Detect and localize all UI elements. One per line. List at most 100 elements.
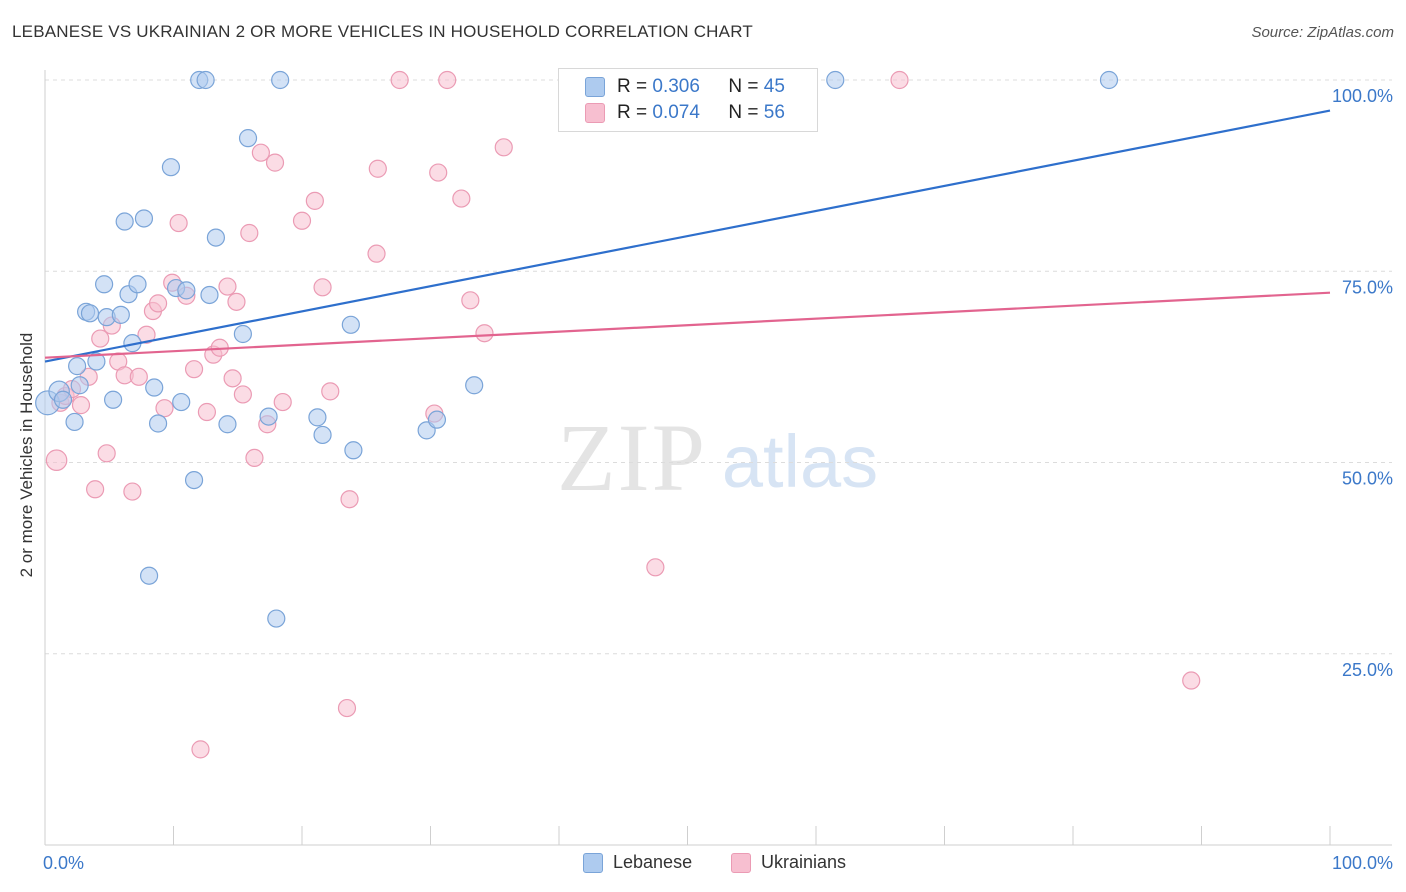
ukrainian-point bbox=[494, 138, 513, 157]
lebanese-point bbox=[313, 425, 332, 445]
ukrainian-point bbox=[292, 211, 312, 230]
ukrainian-point bbox=[265, 153, 285, 172]
lebanese-point bbox=[80, 304, 100, 323]
lebanese-point bbox=[184, 470, 204, 490]
lebanese-point bbox=[308, 408, 327, 427]
lebanese-point bbox=[344, 441, 363, 460]
lebanese-n-label: N = bbox=[728, 76, 764, 97]
series-legend: Lebanese Ukrainians bbox=[0, 852, 1406, 876]
ukrainian-point bbox=[184, 360, 204, 379]
ukrainian-point bbox=[155, 399, 174, 418]
ukrainian-point bbox=[251, 143, 270, 162]
watermark-zip: ZIP bbox=[557, 404, 707, 511]
ukrainians-n-label: N = bbox=[728, 102, 764, 123]
ukrainian-point bbox=[475, 324, 494, 343]
ukrainian-point bbox=[340, 490, 359, 509]
lebanese-legend-label: Lebanese bbox=[613, 852, 693, 872]
ukrainian-point bbox=[137, 325, 156, 344]
y-tick-label: 50.0% bbox=[1342, 469, 1393, 489]
lebanese-point bbox=[111, 305, 130, 324]
ukrainian-point bbox=[197, 402, 217, 422]
lebanese-point bbox=[465, 376, 484, 395]
lebanese-n-value: 45 bbox=[763, 76, 785, 97]
y-tick-label: 100.0% bbox=[1332, 86, 1393, 106]
ukrainians-swatch bbox=[585, 103, 605, 123]
ukrainian-point bbox=[890, 70, 909, 90]
lebanese-point bbox=[233, 324, 252, 344]
legend-item-lebanese[interactable]: Lebanese bbox=[583, 852, 692, 873]
ukrainian-point bbox=[223, 369, 242, 388]
ukrainian-point bbox=[245, 448, 264, 468]
lebanese-point bbox=[145, 378, 164, 397]
lebanese-swatch bbox=[585, 77, 605, 97]
lebanese-point bbox=[200, 285, 219, 305]
lebanese-trend-line bbox=[44, 109, 1331, 363]
ukrainian-point bbox=[313, 278, 332, 297]
lebanese-point bbox=[218, 415, 237, 434]
lebanese-point bbox=[172, 392, 191, 412]
ukrainian-point bbox=[368, 159, 387, 178]
lebanese-point bbox=[115, 212, 134, 231]
lebanese-point bbox=[427, 410, 447, 429]
legend-row-ukrainians: R = 0.074 N = 56 bbox=[585, 101, 785, 125]
watermark-atlas: atlas bbox=[722, 420, 878, 503]
lebanese-point bbox=[177, 281, 196, 300]
ukrainian-point bbox=[45, 449, 68, 472]
lebanese-point bbox=[161, 158, 181, 177]
ukrainian-point bbox=[321, 382, 340, 401]
ukrainian-point bbox=[273, 392, 292, 412]
source-label: Source: ZipAtlas.com bbox=[1251, 24, 1394, 41]
ukrainian-point bbox=[646, 558, 665, 577]
lebanese-point bbox=[206, 228, 226, 247]
ukrainian-point bbox=[227, 292, 246, 311]
ukrainian-point bbox=[191, 740, 210, 759]
y-tick-label: 25.0% bbox=[1342, 660, 1393, 680]
lebanese-point bbox=[259, 407, 278, 426]
lebanese-point bbox=[196, 70, 215, 90]
ukrainian-point bbox=[148, 294, 168, 313]
lebanese-point bbox=[53, 390, 73, 409]
ukrainian-point bbox=[91, 329, 110, 348]
lebanese-point bbox=[148, 414, 168, 433]
ukrainian-point bbox=[123, 482, 142, 501]
lebanese-legend-swatch bbox=[583, 852, 603, 873]
watermark: ZIP atlas bbox=[557, 404, 878, 511]
ukrainians-legend-swatch bbox=[731, 852, 751, 873]
ukrainian-point bbox=[169, 213, 188, 233]
lebanese-r-label: R = bbox=[617, 76, 653, 97]
ukrainian-point bbox=[218, 277, 237, 296]
ukrainian-point bbox=[97, 444, 116, 463]
lebanese-r-value: 0.306 bbox=[652, 76, 700, 97]
lebanese-point bbox=[70, 376, 89, 395]
ukrainian-point bbox=[337, 698, 357, 718]
ukrainian-point bbox=[1182, 671, 1201, 690]
ukrainian-point bbox=[240, 223, 259, 243]
lebanese-point bbox=[341, 315, 360, 334]
lebanese-point bbox=[826, 70, 845, 90]
x-tick-label: 0.0% bbox=[43, 853, 84, 873]
stats-legend: R = 0.306 N = 45 R = 0.074 N = 56 bbox=[558, 68, 818, 132]
ukrainian-point bbox=[71, 396, 91, 415]
lebanese-point bbox=[128, 275, 147, 294]
lebanese-point bbox=[65, 412, 84, 432]
ukrainians-r-value: 0.074 bbox=[652, 102, 700, 123]
ukrainian-point bbox=[233, 385, 252, 404]
ukrainian-point bbox=[461, 291, 480, 310]
ukrainian-point bbox=[305, 191, 324, 210]
lebanese-point bbox=[134, 209, 154, 228]
legend-item-ukrainians[interactable]: Ukrainians bbox=[731, 852, 846, 873]
ukrainian-point bbox=[86, 480, 105, 499]
legend-row-lebanese: R = 0.306 N = 45 bbox=[585, 75, 785, 99]
ukrainian-point bbox=[129, 367, 148, 386]
ukrainian-trend-line bbox=[44, 291, 1331, 359]
lebanese-point bbox=[1099, 70, 1119, 90]
lebanese-point bbox=[271, 70, 290, 90]
ukrainians-r-label: R = bbox=[617, 102, 653, 123]
lebanese-point bbox=[95, 275, 114, 294]
ukrainian-point bbox=[390, 70, 409, 90]
ukrainian-point bbox=[438, 70, 457, 90]
y-tick-label: 75.0% bbox=[1342, 277, 1393, 297]
lebanese-point bbox=[104, 390, 123, 409]
lebanese-point bbox=[267, 609, 286, 628]
ukrainian-point bbox=[429, 163, 448, 182]
